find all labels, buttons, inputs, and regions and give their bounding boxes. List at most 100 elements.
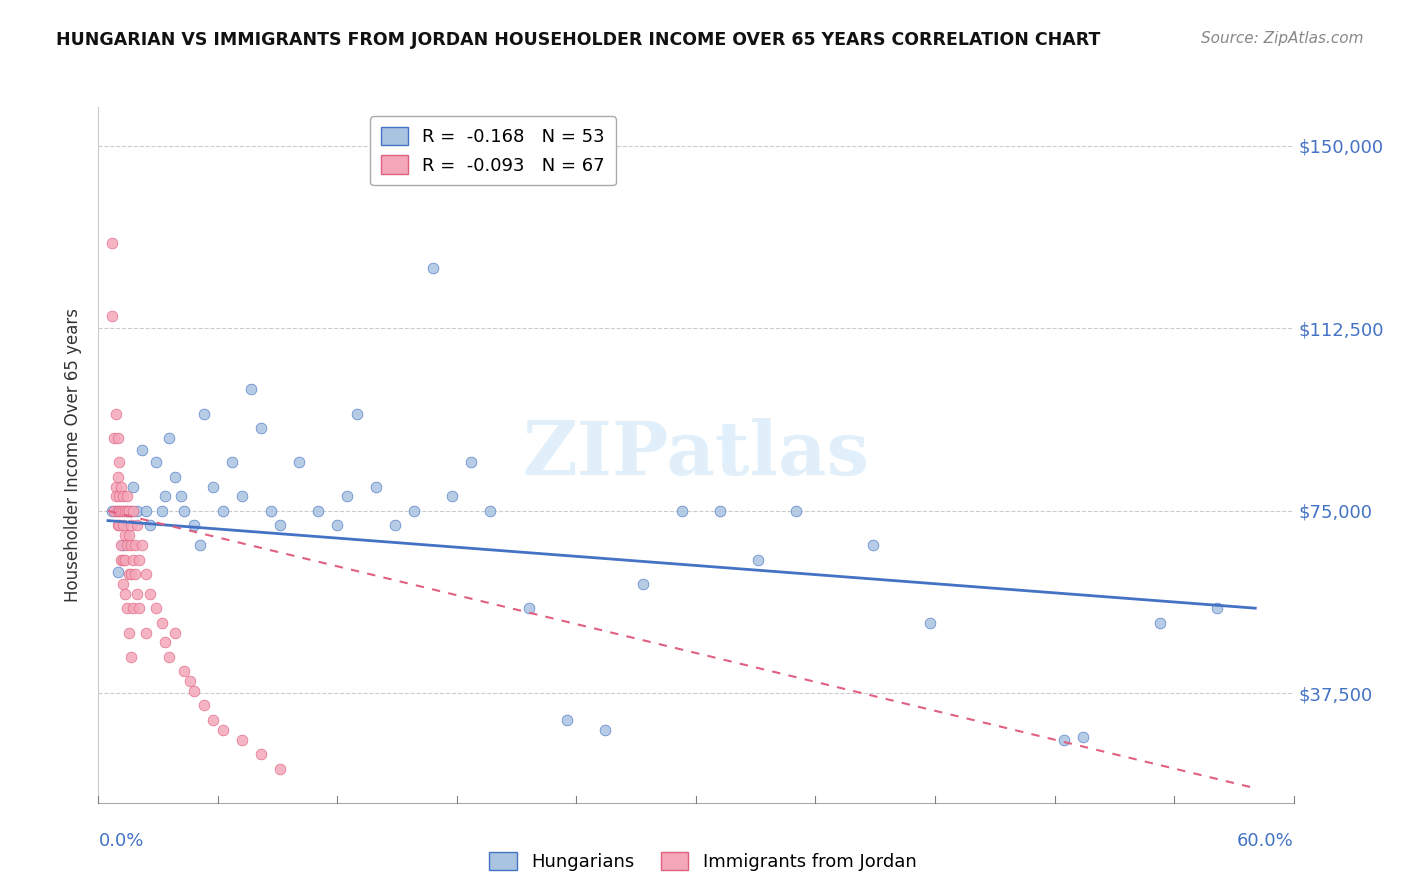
Point <box>115 504 138 518</box>
Point <box>139 518 162 533</box>
Point <box>157 649 180 664</box>
Point <box>114 552 136 566</box>
Point <box>107 565 129 579</box>
Point <box>115 489 138 503</box>
Point <box>163 625 186 640</box>
Point <box>221 455 243 469</box>
Point <box>114 586 136 600</box>
Point <box>555 713 578 727</box>
Point <box>202 713 225 727</box>
Point <box>593 723 616 737</box>
Point <box>193 698 215 713</box>
Point <box>269 762 291 776</box>
Point <box>112 489 135 503</box>
Point <box>110 479 132 493</box>
Legend: Hungarians, Immigrants from Jordan: Hungarians, Immigrants from Jordan <box>482 845 924 879</box>
Point <box>112 577 135 591</box>
Point <box>211 723 233 737</box>
Point <box>121 601 143 615</box>
Point <box>107 431 129 445</box>
Point <box>709 504 731 518</box>
Point <box>104 479 127 493</box>
Point <box>211 504 233 518</box>
Point <box>110 552 132 566</box>
Point <box>163 470 186 484</box>
Point <box>131 538 153 552</box>
Point <box>108 518 131 533</box>
Point <box>422 260 444 275</box>
Point <box>114 504 136 518</box>
Point <box>173 665 195 679</box>
Point <box>145 601 167 615</box>
Point <box>124 538 146 552</box>
Point <box>517 601 540 615</box>
Point <box>101 236 124 251</box>
Point <box>115 601 138 615</box>
Point <box>118 625 141 640</box>
Point <box>125 518 148 533</box>
Point <box>120 649 142 664</box>
Point <box>250 421 273 435</box>
Point <box>108 455 131 469</box>
Point <box>110 504 132 518</box>
Point <box>250 747 273 761</box>
Point <box>107 518 129 533</box>
Point <box>115 538 138 552</box>
Point <box>920 615 942 630</box>
Point <box>1071 730 1094 744</box>
Point <box>179 674 201 689</box>
Text: Source: ZipAtlas.com: Source: ZipAtlas.com <box>1201 31 1364 46</box>
Point <box>1053 732 1076 747</box>
Point <box>103 431 125 445</box>
Point <box>346 407 368 421</box>
Point <box>104 504 127 518</box>
Point <box>307 504 329 518</box>
Point <box>120 504 142 518</box>
Point <box>269 518 291 533</box>
Point <box>104 407 127 421</box>
Point <box>188 538 211 552</box>
Point <box>364 479 387 493</box>
Point <box>107 504 129 518</box>
Point <box>326 518 349 533</box>
Point <box>118 528 141 542</box>
Point <box>155 635 177 649</box>
Point <box>107 470 129 484</box>
Point <box>402 504 425 518</box>
Point <box>112 538 135 552</box>
Point <box>135 625 157 640</box>
Point <box>135 567 157 582</box>
Point <box>110 538 132 552</box>
Point <box>747 552 769 566</box>
Legend: R =  -0.168   N = 53, R =  -0.093   N = 67: R = -0.168 N = 53, R = -0.093 N = 67 <box>370 116 616 186</box>
Text: 0.0%: 0.0% <box>98 832 143 850</box>
Point <box>120 538 142 552</box>
Point <box>1206 601 1229 615</box>
Point <box>336 489 359 503</box>
Point <box>125 504 148 518</box>
Point <box>120 567 142 582</box>
Point <box>441 489 464 503</box>
Text: ZIPatlas: ZIPatlas <box>523 418 869 491</box>
Point <box>157 431 180 445</box>
Point <box>131 443 153 458</box>
Point <box>240 382 263 396</box>
Text: 60.0%: 60.0% <box>1237 832 1294 850</box>
Point <box>288 455 311 469</box>
Point <box>128 552 150 566</box>
Point <box>183 684 205 698</box>
Point <box>121 552 143 566</box>
Point <box>135 504 157 518</box>
Point <box>785 504 807 518</box>
Point <box>118 567 141 582</box>
Text: HUNGARIAN VS IMMIGRANTS FROM JORDAN HOUSEHOLDER INCOME OVER 65 YEARS CORRELATION: HUNGARIAN VS IMMIGRANTS FROM JORDAN HOUS… <box>56 31 1101 49</box>
Point <box>139 586 162 600</box>
Point <box>183 518 205 533</box>
Point <box>101 310 124 324</box>
Point <box>108 504 131 518</box>
Point <box>120 518 142 533</box>
Point <box>460 455 482 469</box>
Point <box>115 504 138 518</box>
Point <box>114 528 136 542</box>
Point <box>384 518 406 533</box>
